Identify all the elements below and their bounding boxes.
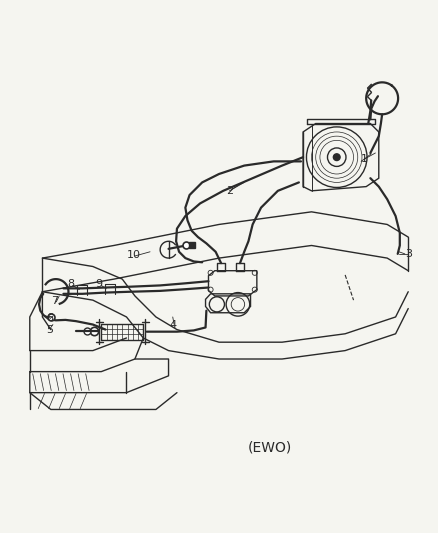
Text: 10: 10: [127, 250, 141, 260]
Text: 1: 1: [360, 154, 367, 164]
Circle shape: [333, 154, 340, 160]
Text: (EWO): (EWO): [247, 440, 292, 454]
Text: 4: 4: [169, 320, 177, 330]
Text: 5: 5: [46, 326, 53, 335]
Text: 6: 6: [46, 313, 53, 323]
Text: 9: 9: [95, 279, 103, 289]
Text: 3: 3: [405, 249, 412, 259]
Text: 8: 8: [67, 279, 74, 289]
Text: 7: 7: [51, 296, 58, 306]
Text: 2: 2: [226, 186, 233, 196]
